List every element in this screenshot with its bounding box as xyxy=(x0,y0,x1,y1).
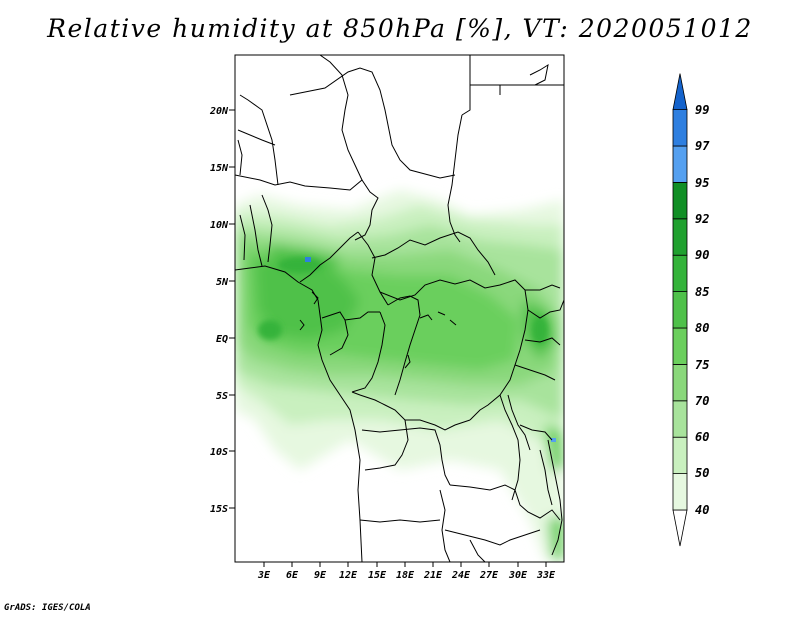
map-title: Relative humidity at 850hPa [%], VT: 202… xyxy=(47,14,753,43)
colorbar-block xyxy=(672,327,688,365)
colorbar-block xyxy=(672,436,688,475)
colorbar-upper-arrow xyxy=(672,73,688,110)
lon-label: 30E xyxy=(508,570,528,581)
colorbar-block xyxy=(672,181,688,220)
colorbar-block xyxy=(672,400,688,438)
colorbar-block xyxy=(672,291,688,329)
colorbar-label: 70 xyxy=(695,394,709,408)
grads-credit: GrADS: IGES/COLA xyxy=(4,603,91,613)
colorbar-block xyxy=(672,254,688,292)
map-frame xyxy=(234,54,565,563)
humidity-shading xyxy=(235,190,564,560)
lat-label: 20N xyxy=(209,106,229,117)
lon-label: 33E xyxy=(536,570,556,581)
colorbar-label: 75 xyxy=(695,358,709,372)
lon-label: 18E xyxy=(396,570,415,581)
lon-label: 24E xyxy=(451,570,471,581)
lon-label: 3E xyxy=(257,570,271,581)
lon-label: 27E xyxy=(479,570,499,581)
colorbar-label: 50 xyxy=(695,466,709,480)
lon-label: 21E xyxy=(423,570,443,581)
lat-label: 10S xyxy=(210,447,228,458)
colorbar-block xyxy=(672,145,688,183)
country-borders xyxy=(235,55,564,562)
colorbar-label: 80 xyxy=(695,321,709,335)
lon-axis: 3E 6E 9E 12E 15E 18E 21E 24E 27E 30E 33E xyxy=(257,562,556,581)
lon-label: 12E xyxy=(339,570,358,581)
lat-label: EQ xyxy=(216,334,228,345)
lon-label: 6E xyxy=(286,570,299,581)
lat-label: 10N xyxy=(210,220,229,231)
colorbar-label: 99 xyxy=(695,103,709,117)
colorbar-label: 97 xyxy=(695,139,710,153)
colorbar-label: 60 xyxy=(695,430,709,444)
colorbar-block xyxy=(672,109,688,147)
colorbar-lower-arrow xyxy=(672,509,688,547)
colorbar-label: 85 xyxy=(695,285,709,299)
colorbar-label: 92 xyxy=(695,212,709,226)
colorbar-block xyxy=(672,218,688,256)
colorbar-block xyxy=(672,473,688,511)
colorbar-label: 40 xyxy=(695,503,709,517)
colorbar: 40 50 60 70 75 80 85 90 92 95 97 99 xyxy=(672,73,710,547)
lat-label: 15S xyxy=(210,504,228,515)
colorbar-label: 95 xyxy=(695,176,709,190)
lat-label: 5S xyxy=(216,391,228,402)
colorbar-label: 90 xyxy=(695,248,709,262)
lat-label: 5N xyxy=(216,277,229,288)
colorbar-block xyxy=(672,363,688,402)
lat-label: 15N xyxy=(210,163,229,174)
lon-label: 15E xyxy=(368,570,387,581)
lon-label: 9E xyxy=(314,570,327,581)
lat-axis: 20N 15N 10N 5N EQ 5S 10S 15S xyxy=(209,106,235,515)
